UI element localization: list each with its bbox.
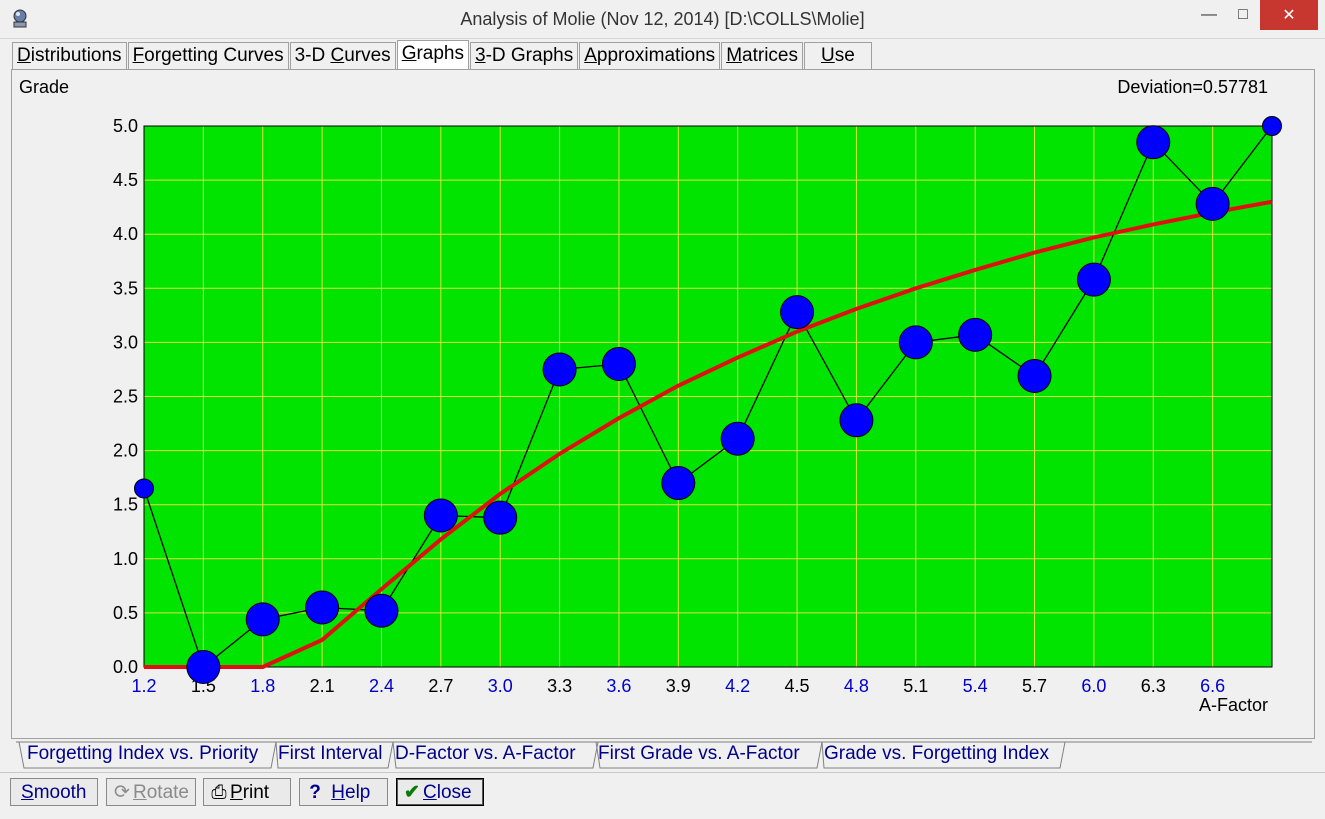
maximize-button[interactable]: □ — [1238, 6, 1248, 23]
data-point — [542, 352, 577, 387]
close-button[interactable]: ✔ Close — [396, 778, 484, 806]
x-tick-label: 5.1 — [903, 676, 928, 696]
x-tick-label: 1.2 — [131, 676, 156, 696]
data-point — [839, 403, 874, 438]
subtab-forgetting-index-vs-priority[interactable]: Forgetting Index vs. Priority — [27, 743, 259, 764]
x-tick-label: 4.5 — [785, 676, 810, 696]
x-tick-label: 5.7 — [1022, 676, 1047, 696]
print-button[interactable]: ⎙ Print — [203, 778, 291, 806]
y-tick-label: 4.0 — [113, 224, 138, 244]
x-tick-label: 3.0 — [488, 676, 513, 696]
data-point — [305, 590, 340, 625]
y-tick-label: 1.0 — [113, 549, 138, 569]
x-tick-label: 6.3 — [1141, 676, 1166, 696]
tab-approximations[interactable]: Approximations — [579, 42, 721, 69]
data-point — [364, 593, 399, 628]
data-point — [898, 325, 933, 360]
tab-matrices[interactable]: Matrices — [721, 42, 803, 69]
x-tick-label: 4.2 — [725, 676, 750, 696]
checkmark-icon: ✔ — [404, 782, 420, 803]
x-tick-label: 2.7 — [428, 676, 453, 696]
x-tick-label: 2.4 — [369, 676, 394, 696]
tab-graphs[interactable]: Graphs — [396, 40, 469, 69]
data-point — [134, 478, 154, 499]
y-tick-label: 4.5 — [113, 170, 138, 190]
subtab-first-grade-vs-a-factor[interactable]: First Grade vs. A-Factor — [598, 743, 800, 764]
help-icon: ? — [309, 782, 321, 803]
x-tick-label: 3.6 — [606, 676, 631, 696]
data-point — [720, 421, 755, 456]
x-tick-label: 6.6 — [1200, 676, 1225, 696]
x-tick-label: 2.1 — [310, 676, 335, 696]
data-point — [1136, 125, 1171, 160]
y-tick-label: 5.0 — [113, 116, 138, 136]
data-point — [423, 498, 458, 533]
data-point — [780, 295, 815, 330]
data-point — [245, 602, 280, 637]
y-axis-title: Grade — [19, 77, 70, 97]
y-tick-label: 2.0 — [113, 441, 138, 461]
deviation-readout: Deviation=0.57781 — [1117, 77, 1268, 97]
y-tick-label: 3.5 — [113, 278, 138, 298]
plot-border — [143, 125, 1273, 668]
subtab-first-interval[interactable]: First Interval — [278, 743, 383, 764]
data-point — [1262, 116, 1282, 136]
data-point — [1017, 358, 1052, 393]
subtab-d-factor-vs-a-factor[interactable]: D-Factor vs. A-Factor — [395, 743, 576, 764]
y-tick-label: 3.0 — [113, 332, 138, 352]
tab-use[interactable]: Use — [803, 42, 872, 69]
chart: 1.2 1.5 1.8 2.1 2.4 2.7 3.0 3.3 3.6 3.9 4.2 4.5 4.8 5… — [113, 116, 1282, 715]
tab-3d-curves[interactable]: 3-D Curves — [289, 42, 396, 69]
subtab-outline — [16, 741, 1312, 769]
data-point — [1195, 186, 1230, 221]
y-tick-label: 2.5 — [113, 387, 138, 407]
data-point — [483, 500, 518, 535]
main-tab-strip: Distributions Forgetting Curves 3-D Curv… — [12, 40, 873, 69]
rotate-button[interactable]: ⟳ Rotate — [106, 778, 196, 806]
bottom-toolbar: Smooth ⟳ Rotate ⎙ Print ? Help ✔ Close — [0, 772, 1325, 819]
x-axis-label: A-Factor — [1199, 695, 1268, 715]
subtab-grade-vs-forgetting-index[interactable]: Grade vs. Forgetting Index — [824, 743, 1049, 764]
tab-distributions[interactable]: Distributions — [12, 42, 127, 69]
tab-3d-graphs[interactable]: 3-D Graphs — [470, 42, 579, 69]
x-tick-label: 6.0 — [1081, 676, 1106, 696]
minimize-button[interactable]: — — [1201, 6, 1217, 23]
close-window-button[interactable]: ✕ — [1260, 0, 1318, 30]
smooth-button[interactable]: Smooth — [10, 778, 98, 806]
approximation-curve — [144, 199, 1273, 669]
help-button[interactable]: ? Help — [299, 778, 388, 806]
y-tick-label: 0.5 — [113, 603, 138, 623]
x-tick-label: 3.9 — [666, 676, 691, 696]
rotate-icon: ⟳ — [114, 782, 130, 803]
data-point — [958, 317, 993, 352]
window-title: Analysis of Molie (Nov 12, 2014) [D:\COL… — [460, 9, 865, 29]
title-bar: Analysis of Molie (Nov 12, 2014) [D:\COL… — [0, 0, 1325, 39]
x-tick-label: 1.8 — [250, 676, 275, 696]
data-point — [186, 650, 221, 684]
x-tick-label: 5.4 — [963, 676, 988, 696]
data-point — [661, 466, 696, 501]
y-tick-label: 0.0 — [113, 657, 138, 677]
data-point — [1076, 262, 1111, 297]
printer-icon: ⎙ — [211, 782, 227, 803]
x-tick-label: 4.8 — [844, 676, 869, 696]
y-tick-label: 1.5 — [113, 495, 138, 515]
app-icon[interactable] — [8, 7, 32, 31]
x-tick-label: 3.3 — [547, 676, 572, 696]
data-point — [601, 347, 636, 382]
tab-forgetting-curves[interactable]: Forgetting Curves — [127, 42, 289, 69]
